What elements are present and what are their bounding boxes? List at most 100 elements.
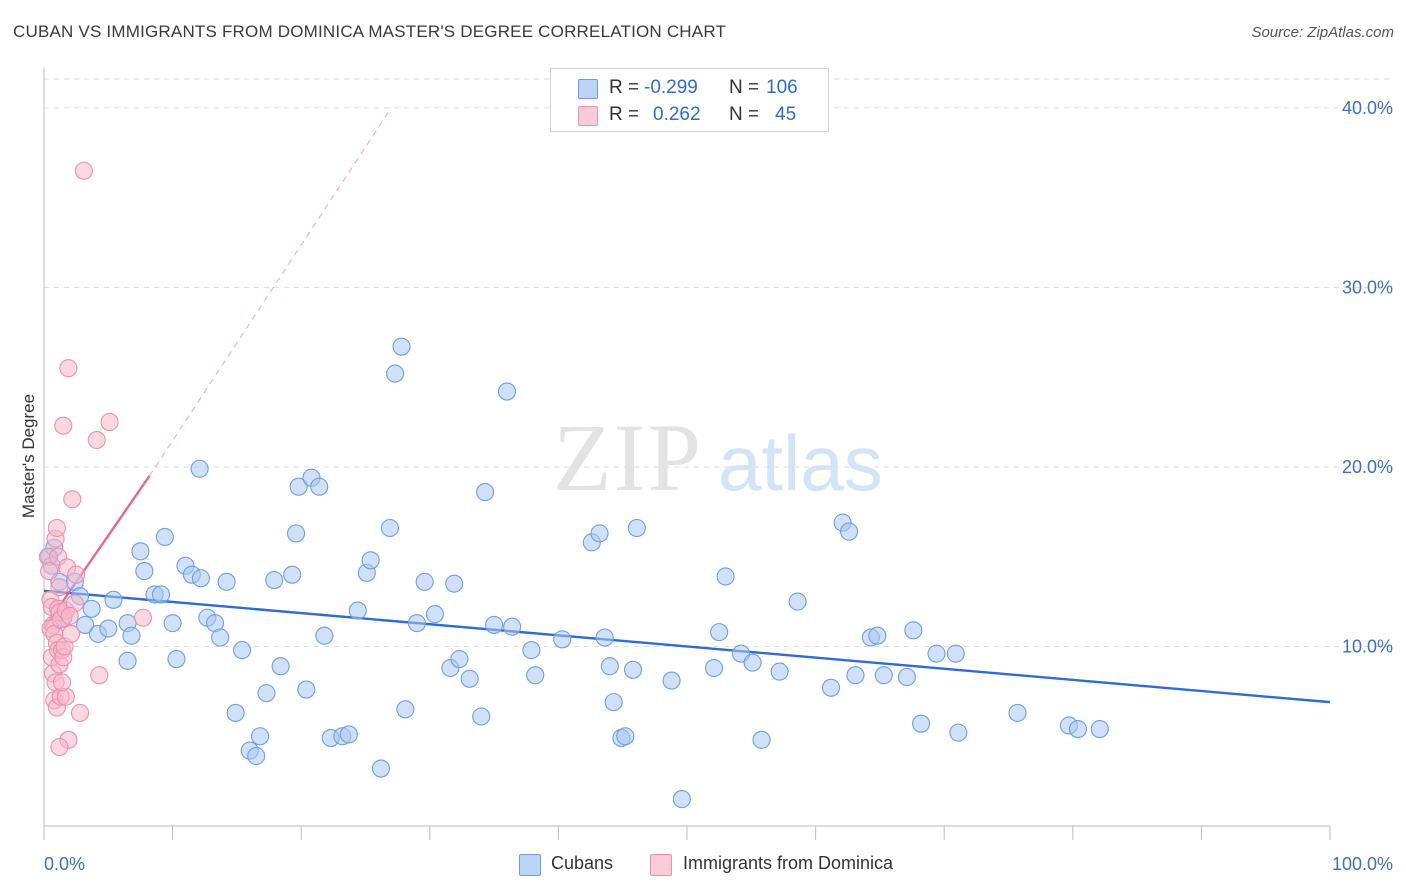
y-tick-label: 20.0% bbox=[1342, 457, 1393, 477]
cubans-point bbox=[155, 527, 174, 547]
series-label-cubans: Cubans bbox=[551, 853, 614, 873]
cubans-point bbox=[627, 518, 646, 538]
cubans-point bbox=[392, 337, 411, 356]
dominica-trend-extension bbox=[148, 107, 392, 477]
cubans-point bbox=[522, 641, 541, 660]
cubans-point bbox=[704, 658, 724, 678]
cubans-point bbox=[472, 707, 491, 726]
cubans-point bbox=[716, 567, 735, 586]
series-swatch-dominica bbox=[650, 854, 672, 876]
cubans-point bbox=[104, 590, 123, 609]
cubans-point bbox=[283, 565, 302, 584]
watermark-zip: ZIP bbox=[553, 404, 703, 511]
cubans-point bbox=[927, 644, 946, 663]
cubans-point bbox=[1090, 720, 1109, 739]
cubans-point bbox=[339, 725, 358, 744]
correlation-legend: R = -0.299 N = 106 R = 0.262 N = 45 bbox=[550, 68, 829, 132]
chart-title: CUBAN VS IMMIGRANTS FROM DOMINICA MASTER… bbox=[13, 22, 727, 41]
cubans-point bbox=[743, 653, 762, 672]
cubans-point bbox=[361, 551, 380, 570]
legend-n-value: 45 bbox=[775, 104, 797, 125]
legend-swatch-cubans bbox=[578, 79, 598, 99]
cubans-point bbox=[595, 628, 614, 647]
cubans-point bbox=[949, 723, 968, 742]
cubans-point bbox=[191, 569, 210, 588]
cubans-point bbox=[135, 562, 154, 581]
cubans-point bbox=[386, 364, 405, 383]
dominica-point bbox=[67, 565, 86, 584]
cubans-point bbox=[310, 477, 329, 496]
cubans-point bbox=[770, 662, 789, 681]
cubans-point bbox=[503, 617, 522, 636]
cubans-point bbox=[600, 657, 619, 676]
cubans-point bbox=[315, 626, 334, 645]
cubans-point bbox=[167, 649, 186, 669]
cubans-point bbox=[99, 619, 118, 638]
cubans-point bbox=[590, 524, 609, 543]
tick-labels: 10.0% 20.0% 30.0% 40.0% 0.0% 100.0% bbox=[44, 98, 1393, 874]
x-tick-label: 100.0% bbox=[1332, 854, 1393, 874]
cubans-point bbox=[623, 660, 643, 679]
dominica-point bbox=[59, 359, 78, 378]
dominica-point bbox=[133, 608, 153, 627]
legend-row-dominica: R = 0.262 N = 45 bbox=[551, 102, 828, 128]
cubans-point bbox=[289, 477, 308, 496]
dominica-point bbox=[40, 562, 59, 581]
cubans-point bbox=[445, 574, 464, 593]
watermark-atlas: atlas bbox=[718, 419, 883, 507]
cubans-point bbox=[604, 693, 623, 712]
cubans-point bbox=[232, 641, 252, 660]
cubans-point bbox=[131, 542, 150, 561]
cubans-point bbox=[190, 459, 209, 478]
grid-lines bbox=[44, 78, 1392, 647]
cubans-point bbox=[460, 669, 479, 688]
cubans-point bbox=[662, 671, 681, 690]
watermark: ZIP atlas bbox=[553, 404, 883, 511]
cubans-point bbox=[946, 644, 965, 663]
dominica-point bbox=[100, 413, 119, 432]
cubans-point bbox=[118, 651, 137, 670]
dominica-point bbox=[50, 737, 69, 757]
legend-r-value: -0.299 bbox=[644, 77, 698, 98]
y-tick-label: 10.0% bbox=[1342, 636, 1393, 656]
cubans-point bbox=[287, 524, 306, 543]
legend-n-label: N = bbox=[729, 104, 760, 125]
cubans-point bbox=[868, 626, 887, 645]
legend-swatch-dominica bbox=[578, 106, 598, 126]
cubans-point bbox=[1008, 703, 1027, 722]
dominica-point bbox=[50, 578, 69, 597]
series-swatch-cubans bbox=[519, 854, 541, 876]
cubans-point bbox=[163, 614, 182, 633]
cubans-point bbox=[553, 630, 572, 649]
cubans-point bbox=[710, 623, 729, 642]
cubans-point bbox=[257, 684, 276, 703]
cubans-point bbox=[76, 615, 95, 634]
cubans-point bbox=[897, 667, 916, 687]
dominica-point bbox=[54, 416, 73, 435]
cubans-point bbox=[912, 714, 931, 733]
dominica-point bbox=[52, 673, 72, 692]
cubans-point bbox=[396, 700, 415, 719]
y-axis-title: Master's Degree bbox=[19, 394, 38, 518]
dominica-point bbox=[61, 624, 81, 643]
cubans-point bbox=[297, 680, 316, 699]
data-points bbox=[38, 161, 1109, 809]
cubans-point bbox=[217, 572, 236, 591]
cubans-point bbox=[526, 666, 545, 685]
legend-r-value: 0.262 bbox=[653, 104, 701, 125]
cubans-trend-line bbox=[43, 589, 1331, 704]
cubans-point bbox=[415, 572, 434, 591]
cubans-point bbox=[846, 666, 865, 685]
cubans-point bbox=[380, 518, 399, 538]
cubans-point bbox=[407, 614, 426, 633]
cubans-point bbox=[122, 626, 141, 645]
cubans-point bbox=[271, 657, 290, 676]
cubans-point bbox=[151, 585, 171, 604]
legend-r-label: R = bbox=[609, 77, 640, 98]
legend-row-cubans: R = -0.299 N = 106 bbox=[551, 75, 828, 101]
axes bbox=[43, 68, 1331, 840]
cubans-point bbox=[226, 703, 245, 722]
series-label-dominica: Immigrants from Dominica bbox=[683, 853, 894, 873]
cubans-point bbox=[247, 746, 266, 766]
